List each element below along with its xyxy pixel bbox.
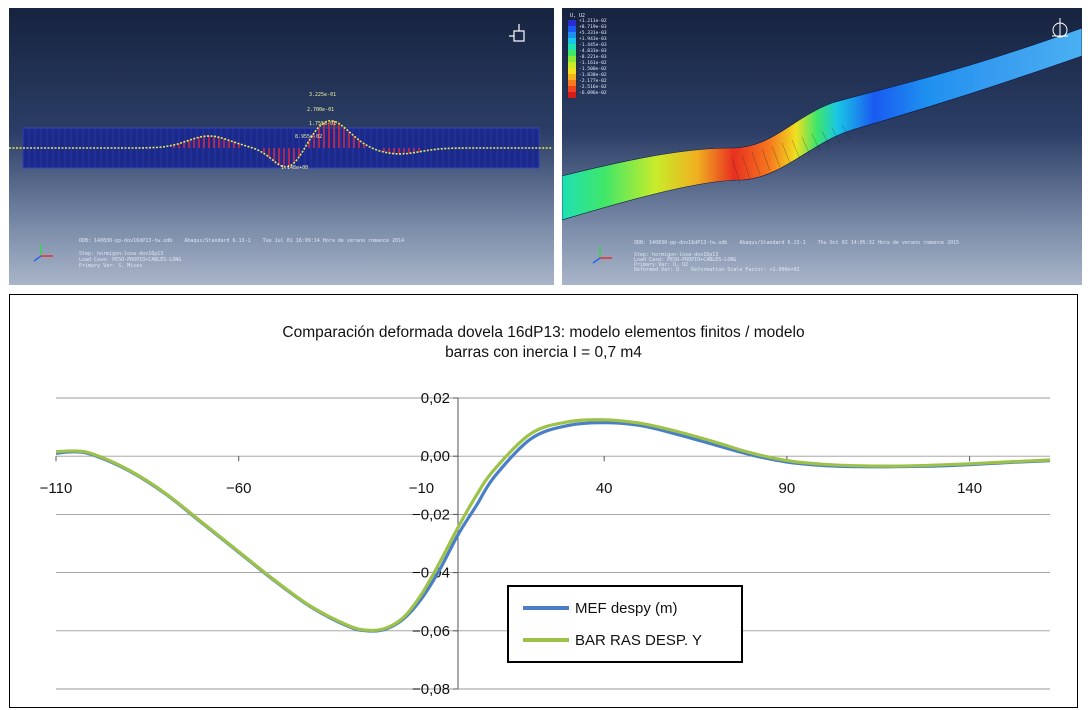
odb-info-line-4: Primary Var: S, Mises xyxy=(79,263,143,269)
view-cube-icon xyxy=(509,24,525,42)
chart-legend: MEF despy (m) BAR RAS DESP. Y xyxy=(507,585,743,663)
legend-color-step xyxy=(568,44,576,50)
mesh-line xyxy=(831,127,841,144)
stress-value-label: 8.955e-02 xyxy=(295,134,322,140)
mesh-line xyxy=(741,154,751,180)
odb-info-line-4: Primary Var: U, U2 xyxy=(634,262,689,268)
y-tick-label: 0,02 xyxy=(421,390,450,407)
legend-header: U, U2 xyxy=(570,13,585,19)
legend-color-step xyxy=(568,50,576,56)
legend-color-step xyxy=(568,62,576,68)
stress-value-label: 2.700e-01 xyxy=(307,107,334,113)
legend-swatch-mef xyxy=(523,606,569,610)
odb-info-line-3: Load Case: PESO-PROPIO+CABLES-LONG xyxy=(634,257,737,263)
legend-label-bar: BAR RAS DESP. Y xyxy=(575,631,703,649)
legend-color-step xyxy=(568,32,576,38)
legend-value: -2.516e-02 xyxy=(579,84,607,90)
series-line-bar xyxy=(55,418,1051,633)
deformation-comparison-chart: Comparación deformada dovela 16dP13: mod… xyxy=(9,294,1078,708)
triad-icon xyxy=(592,246,612,264)
odb-info-line-1: ODB: 140830-pp-dov16dP13-tw.odb Abaqus/S… xyxy=(79,238,405,244)
stress-value-label: 1.148e+00 xyxy=(281,165,308,171)
legend-value: -1.838e-02 xyxy=(579,72,607,78)
stress-arrows xyxy=(173,120,420,167)
legend-color-step xyxy=(568,80,576,86)
legend-value: +1.943e-03 xyxy=(579,36,607,42)
y-tick-label: −0,06 xyxy=(412,623,450,640)
deformed-plate xyxy=(562,27,1082,221)
contour-render-right: +1.211e-02+8.719e-03+5.331e-03+1.943e-03… xyxy=(562,13,1082,264)
legend-value: -1.161e-02 xyxy=(579,60,607,66)
x-tick-label: 90 xyxy=(779,480,796,497)
legend-color-step xyxy=(568,26,576,32)
mesh-render-left: 3.225e-01 2.700e-01 1.755e-01 8.955e-02 1.14… xyxy=(9,24,552,262)
legend-color-step xyxy=(568,86,576,92)
legend-value: -1.500e-02 xyxy=(579,66,607,72)
triad-icon xyxy=(33,244,53,262)
stress-value-label: 1.755e-01 xyxy=(309,121,336,127)
legend-color-step xyxy=(568,38,576,44)
legend-value: +5.331e-03 xyxy=(579,30,607,36)
legend-color-step xyxy=(568,20,576,26)
mesh-grid-lines xyxy=(22,128,540,168)
legend-value: -6.096e-02 xyxy=(579,90,607,96)
x-tick-label: −60 xyxy=(226,480,251,497)
legend-item-bar: BAR RAS DESP. Y xyxy=(523,629,702,651)
stress-value-label: 3.225e-01 xyxy=(309,92,336,98)
x-tick-label: −110 xyxy=(40,480,73,497)
fem-contour-viewport-right: +1.211e-02 +8.719e-03 +5.331e-03 +1.943e-03… xyxy=(562,8,1082,285)
legend-color-step xyxy=(568,74,576,80)
odb-info-line-2: Step: hormigon-losa-dov16p13 xyxy=(79,251,164,257)
legend-value: -8.221e-03 xyxy=(579,54,607,60)
mesh-line xyxy=(771,145,781,168)
y-tick-label: −0,08 xyxy=(412,681,450,698)
x-tick-label: −10 xyxy=(409,480,434,497)
mesh-line xyxy=(781,142,791,164)
mesh-line xyxy=(801,136,811,156)
mesh-line xyxy=(751,151,761,176)
legend-value: -4.833e-03 xyxy=(579,48,607,54)
plate-mesh-lines xyxy=(731,124,851,184)
mesh-line xyxy=(811,133,821,152)
legend-value: +1.211e-02 xyxy=(579,18,607,24)
chart-title-line-1: Comparación deformada dovela 16dP13: mod… xyxy=(282,324,805,341)
legend-colorbar xyxy=(568,20,576,98)
y-tick-label: −0,02 xyxy=(412,506,450,523)
legend-value: -1.445e-03 xyxy=(579,42,607,48)
legend-value: +8.719e-03 xyxy=(579,24,607,30)
legend-swatch-bar xyxy=(523,638,569,642)
legend-color-step xyxy=(568,92,576,98)
mesh-line xyxy=(761,148,771,172)
x-tick-label: 140 xyxy=(957,480,982,497)
legend-item-mef: MEF despy (m) xyxy=(523,597,678,619)
fem-mesh-viewport-left: 3.225e-01 2.700e-01 1.755e-01 8.955e-02 1.14… xyxy=(9,8,554,285)
odb-info-line-1: ODB: 140830-pp-dov16dP13-tw.odb Abaqus/S… xyxy=(634,240,960,246)
chart-title-line-2: barras con inercia I = 0,7 m4 xyxy=(445,344,642,361)
mesh-line xyxy=(791,139,801,160)
odb-info-line-2: Step: hormigon-losa-dov16p13 xyxy=(634,252,719,258)
odb-info-line-5: Deformed Var: U Deformation Scale Factor… xyxy=(634,267,800,273)
mesh-line xyxy=(841,124,851,140)
legend-label-mef: MEF despy (m) xyxy=(575,599,678,617)
legend-value: -2.177e-02 xyxy=(579,78,607,84)
stress-value-labels: 3.225e-01 2.700e-01 1.755e-01 8.955e-02 1.14… xyxy=(281,92,336,171)
legend-color-step xyxy=(568,56,576,62)
chart-title: Comparación deformada dovela 16dP13: mod… xyxy=(10,323,1077,363)
y-tick-label: 0,00 xyxy=(421,448,450,465)
legend-color-step xyxy=(568,68,576,74)
mesh-line xyxy=(821,130,831,148)
odb-info-line-3: Load Case: PESO-PROPIO+CABLES-LONG xyxy=(79,257,182,263)
chart-plot-area: 0,020,00−0,02−0,04−0,06−0,08−110 −60 −10 40… xyxy=(40,390,1051,698)
view-cube-icon xyxy=(1052,18,1068,38)
legend-values: +1.211e-02+8.719e-03+5.331e-03+1.943e-03… xyxy=(579,18,607,96)
mesh-line xyxy=(731,157,741,184)
x-tick-label: 40 xyxy=(596,480,613,497)
